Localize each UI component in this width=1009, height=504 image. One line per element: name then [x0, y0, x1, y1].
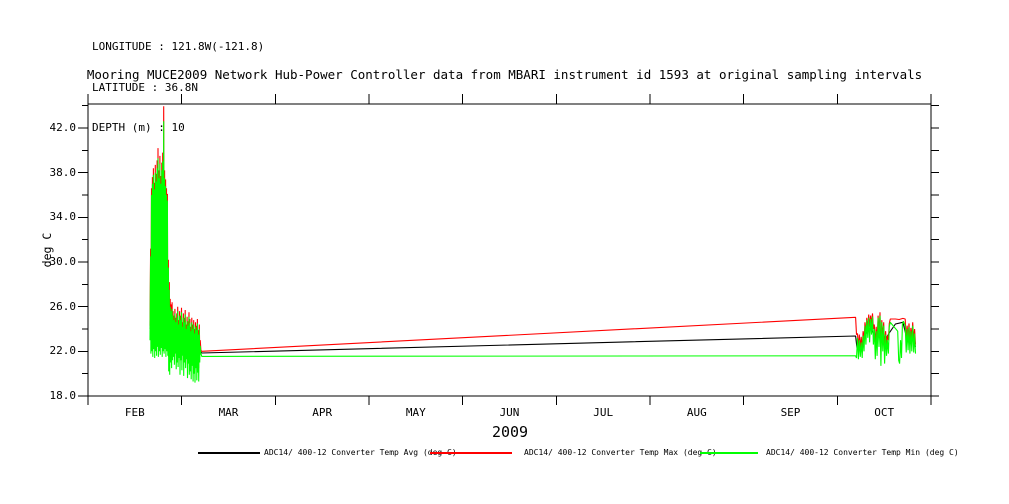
- x-axis-month-label: JUN: [499, 406, 520, 419]
- series-line-max: [149, 106, 917, 370]
- longitude-label: LONGITUDE : 121.8W(-121.8): [92, 40, 265, 53]
- legend-line-min: [700, 452, 758, 454]
- y-axis-tick-label: 22.0: [49, 344, 77, 358]
- series-line-avg: [149, 256, 917, 354]
- x-axis-month-label: AUG: [686, 406, 707, 419]
- y-axis-tick-label: 18.0: [49, 389, 77, 402]
- series-line-min: [149, 121, 917, 383]
- y-axis-tick-label: 26.0: [49, 299, 77, 313]
- legend-label-avg: ADC14/ 400-12 Converter Temp Avg (deg C): [264, 448, 457, 457]
- legend-label-min: ADC14/ 400-12 Converter Temp Min (deg C): [766, 448, 959, 457]
- legend-line-max: [430, 452, 512, 454]
- x-axis-month-label: JUL: [593, 406, 614, 419]
- y-axis-tick-label: 34.0: [49, 210, 77, 224]
- x-axis-month-label: FEB: [124, 406, 145, 419]
- x-axis-month-label: MAY: [405, 406, 426, 419]
- x-axis-month-label: MAR: [218, 406, 239, 419]
- legend-label-max: ADC14/ 400-12 Converter Temp Max (deg C): [524, 448, 717, 457]
- latitude-label: LATITUDE : 36.8N: [92, 80, 198, 94]
- legend-line-avg: [198, 452, 260, 454]
- plot-frame: [87, 103, 932, 397]
- chart-title: Mooring MUCE2009 Network Hub-Power Contr…: [86, 67, 923, 82]
- depth-label: DEPTH (m) : 10: [92, 121, 185, 134]
- y-axis-tick-label: 30.0: [49, 255, 77, 268]
- y-axis-tick-label: 42.0: [49, 121, 77, 134]
- x-axis-month-label: OCT: [874, 406, 895, 419]
- x-axis-year-label: 2009: [491, 423, 529, 441]
- x-axis-month-label: APR: [312, 406, 333, 419]
- location-header: LONGITUDE : 121.8W(-121.8) LATITUDE : 36…: [92, 13, 264, 162]
- x-axis-month-label: SEP: [780, 406, 801, 419]
- y-axis-tick-label: 38.0: [49, 165, 77, 179]
